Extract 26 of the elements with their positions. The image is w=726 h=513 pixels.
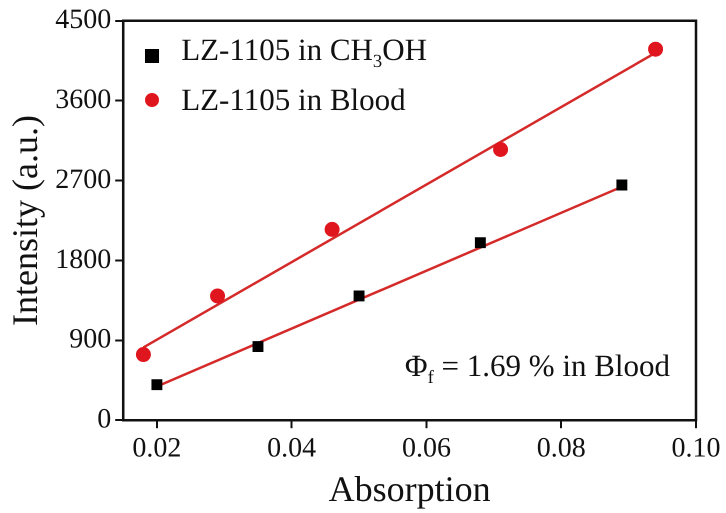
x-tick-label: 0.06 — [402, 432, 451, 464]
point — [474, 237, 486, 248]
y-tick-label: 900 — [69, 324, 112, 355]
point — [493, 142, 508, 157]
y-tick-label: 2700 — [55, 164, 112, 195]
x-tick-label: 0.08 — [536, 432, 586, 464]
x-tick-label: 0.04 — [267, 432, 316, 464]
y-tick-label: 4500 — [55, 4, 112, 36]
x-axis-title: Absorption — [328, 468, 491, 509]
point — [151, 379, 162, 390]
point — [210, 288, 226, 304]
point — [354, 290, 365, 302]
point — [648, 42, 664, 57]
y-axis-title: Intensity (a.u.) — [5, 115, 46, 326]
y-tick-label: 1800 — [55, 244, 112, 275]
x-tick-label: 0.02 — [132, 432, 182, 464]
legend-label: LZ-1105 in Blood — [181, 80, 406, 119]
y-tick-label: 3600 — [55, 84, 112, 116]
point — [616, 180, 628, 190]
annotation: Φ$_{f}$ = 1.69 % in Blood — [404, 348, 670, 390]
legend-label: LZ-1105 in CH$_{3}$OH — [181, 30, 427, 74]
x-tick-label: 0.10 — [672, 432, 720, 464]
point — [252, 341, 264, 352]
point — [136, 347, 151, 362]
y-tick-label: 0 — [97, 404, 112, 435]
point — [324, 222, 340, 237]
